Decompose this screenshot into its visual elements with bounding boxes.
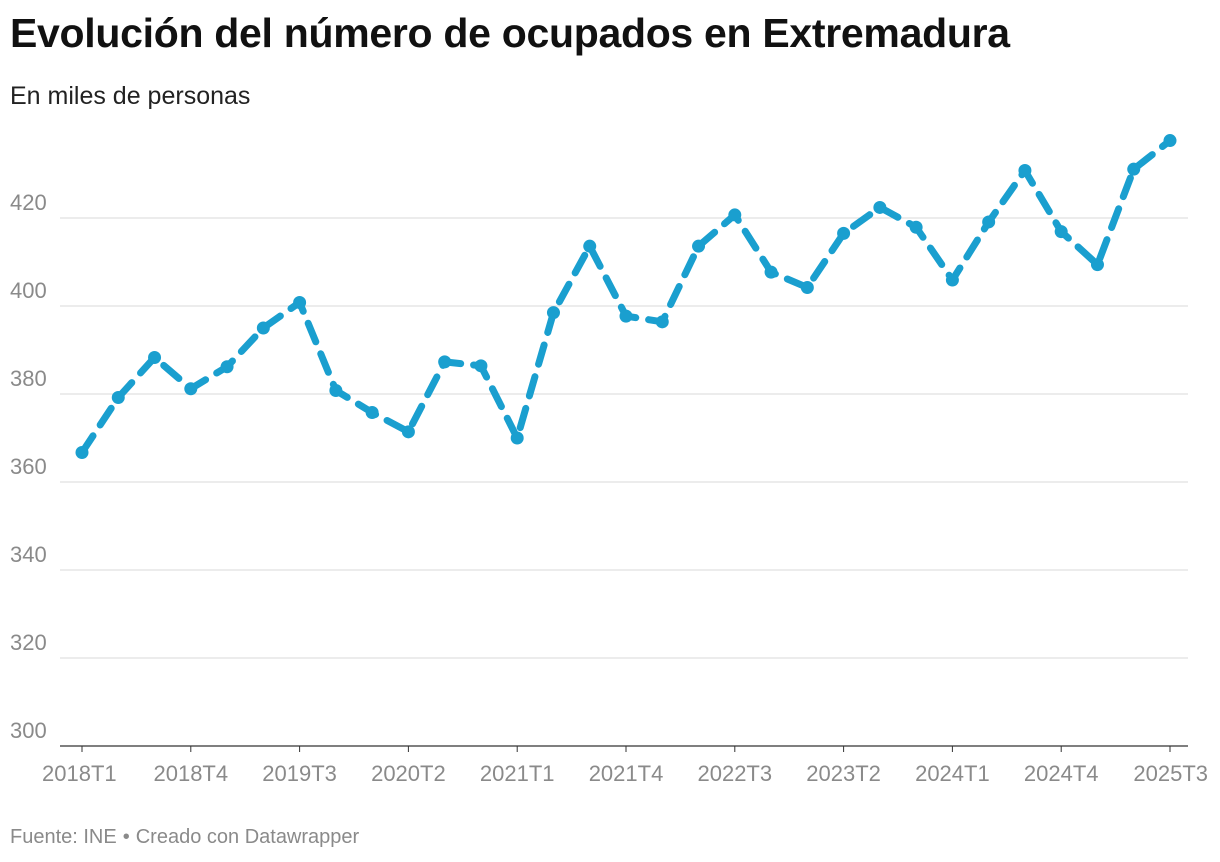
data-point xyxy=(619,309,633,323)
data-point xyxy=(1163,134,1177,148)
source-note: Fuente: INE xyxy=(10,826,117,848)
x-tick-label: 2019T3 xyxy=(262,761,337,786)
data-point xyxy=(945,273,959,287)
series-line xyxy=(78,137,1174,456)
data-point xyxy=(655,315,669,329)
x-tick-label: 2021T4 xyxy=(589,761,664,786)
gridlines xyxy=(60,217,1188,747)
x-tick-label: 2022T3 xyxy=(697,761,772,786)
data-point xyxy=(75,446,89,460)
x-tick-label: 2018T1 xyxy=(42,761,117,786)
data-point xyxy=(474,359,488,373)
data-point xyxy=(510,431,524,445)
data-point xyxy=(1127,162,1141,176)
data-point xyxy=(873,200,887,214)
data-point xyxy=(220,360,234,374)
data-point xyxy=(546,306,560,320)
x-tick-label: 2024T1 xyxy=(915,761,990,786)
credit-note: Creado con Datawrapper xyxy=(135,826,360,848)
y-tick-label: 400 xyxy=(10,278,47,303)
data-point xyxy=(148,350,162,364)
data-point xyxy=(800,281,814,295)
data-point xyxy=(583,239,597,253)
y-tick-label: 420 xyxy=(10,190,47,215)
y-tick-label: 340 xyxy=(10,542,47,567)
data-point xyxy=(293,295,307,309)
data-point xyxy=(256,321,270,335)
data-point xyxy=(438,355,452,369)
y-tick-label: 300 xyxy=(10,718,47,743)
data-point xyxy=(764,265,778,279)
footer-separator: • xyxy=(122,826,130,848)
data-point xyxy=(365,405,379,419)
y-tick-label: 320 xyxy=(10,630,47,655)
data-point xyxy=(1054,225,1068,239)
y-axis-ticks: 300 320 340 360 380 400 420 xyxy=(10,190,47,743)
x-tick-label: 2021T1 xyxy=(480,761,555,786)
data-point xyxy=(728,208,742,222)
x-tick-label: 2024T4 xyxy=(1024,761,1099,786)
data-point xyxy=(909,220,923,234)
x-axis-ticks: 2018T1 2018T4 2019T3 2020T2 2021T1 2021T4 2022… xyxy=(42,746,1208,786)
chart-subtitle: En miles de personas xyxy=(10,82,251,110)
y-tick-label: 360 xyxy=(10,454,47,479)
x-tick-label: 2023T2 xyxy=(806,761,881,786)
chart-footer: Fuente: INE • Creado con Datawrapper xyxy=(10,826,359,849)
data-point xyxy=(111,391,125,405)
data-point xyxy=(1090,258,1104,272)
data-point xyxy=(837,226,851,240)
data-point xyxy=(982,215,996,229)
data-point xyxy=(401,425,415,439)
y-tick-label: 380 xyxy=(10,366,47,391)
data-point xyxy=(1018,163,1032,177)
x-tick-label: 2018T4 xyxy=(153,761,228,786)
x-tick-label: 2020T2 xyxy=(371,761,446,786)
data-point xyxy=(329,383,343,397)
x-tick-label: 2025T3 xyxy=(1133,761,1208,786)
chart-title: Evolución del número de ocupados en Extr… xyxy=(10,10,1010,56)
series-ocupados xyxy=(75,134,1177,460)
data-point xyxy=(184,382,198,396)
data-point xyxy=(692,239,706,253)
